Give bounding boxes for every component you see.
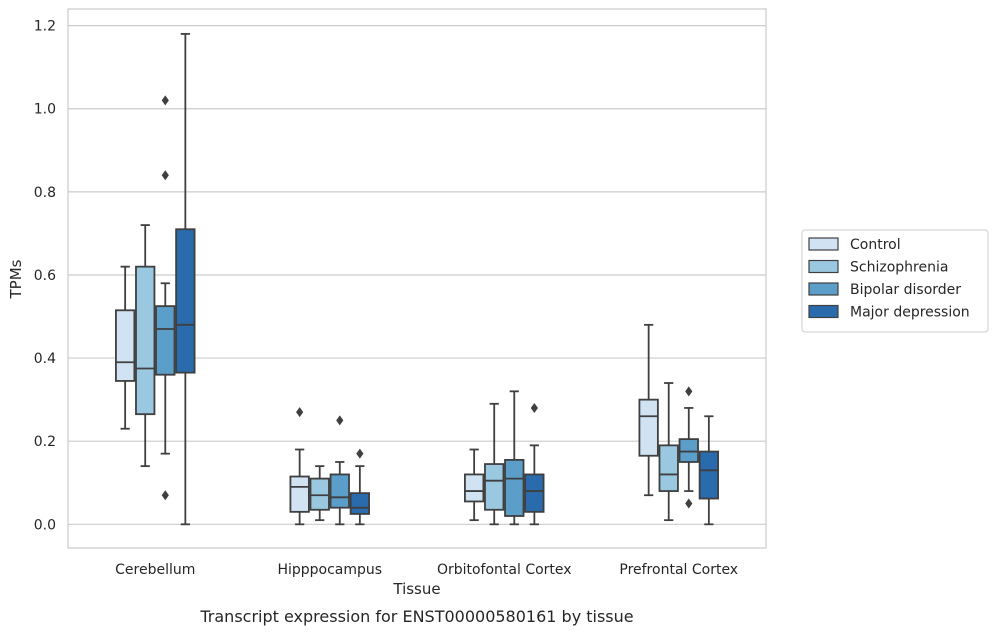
x-axis-label: Tissue: [392, 580, 440, 598]
box-schizophrenia: [309, 465, 330, 522]
box-schizophrenia: [135, 224, 156, 468]
box-bipolar-disorder: [329, 415, 350, 526]
box-bipolar-disorder: [678, 386, 699, 509]
y-tick-label: 1.2: [34, 19, 56, 35]
box-iqr: [678, 438, 699, 463]
outlier-point: [161, 170, 169, 181]
outlier-point: [161, 490, 169, 501]
y-tick-label: 0.2: [34, 434, 56, 450]
legend: Control Schizophrenia Bipolar disorder Majo…: [801, 229, 989, 333]
box-iqr: [698, 450, 719, 500]
box-iqr: [638, 398, 659, 457]
box-iqr: [658, 444, 679, 492]
legend-swatch: [808, 259, 839, 274]
box-major-depression: [349, 448, 370, 526]
outlier-point: [685, 498, 693, 509]
outlier-point: [336, 415, 344, 426]
outlier-point: [356, 448, 364, 459]
y-tick-label: 0.8: [34, 185, 56, 201]
x-tick-label: Cerebellum: [115, 562, 195, 578]
legend-label: Major depression: [850, 305, 970, 321]
legend-frame: [801, 229, 989, 333]
outlier-point: [296, 407, 304, 418]
box-control: [115, 265, 136, 430]
box-control: [464, 448, 485, 522]
y-tick-label: 0.6: [34, 268, 56, 284]
legend-swatch: [808, 237, 839, 251]
box-iqr: [329, 473, 350, 509]
box-major-depression: [524, 402, 545, 526]
box-major-depression: [698, 415, 719, 526]
y-axis-ticks: 0.0 0.2 0.4 0.6 0.8 1.0 1.2: [34, 19, 56, 534]
box-groups: [115, 33, 719, 526]
y-tick-label: 0.4: [34, 351, 56, 367]
box-bipolar-disorder: [504, 390, 525, 526]
x-tick-label: Prefrontal Cortex: [619, 562, 738, 578]
y-tick-label: 1.0: [34, 102, 56, 118]
y-axis-label: TPMs: [7, 259, 25, 299]
box-control: [638, 323, 659, 497]
x-tick-label: Orbitofontal Cortex: [437, 562, 572, 578]
outlier-point: [530, 402, 538, 413]
box-iqr: [135, 265, 156, 416]
box-iqr: [524, 473, 545, 513]
x-axis-ticks: Cerebellum Hipppocampus Orbitofontal Corte…: [115, 562, 738, 578]
box-iqr: [289, 475, 310, 513]
box-major-depression: [175, 33, 196, 526]
legend-label: Control: [850, 237, 901, 253]
outlier-point: [685, 386, 693, 397]
box-iqr: [309, 477, 330, 511]
box-iqr: [115, 309, 136, 382]
legend-label: Schizophrenia: [850, 260, 948, 276]
legend-swatch: [808, 304, 839, 319]
box-iqr: [155, 305, 176, 376]
legend-label: Bipolar disorder: [850, 282, 961, 298]
box-iqr: [484, 463, 505, 511]
legend-swatch: [808, 282, 839, 296]
box-schizophrenia: [658, 382, 679, 522]
box-schizophrenia: [484, 402, 505, 526]
chart-caption: Transcript expression for ENST0000058016…: [199, 607, 633, 626]
box-iqr: [464, 473, 485, 503]
plot-frame: [67, 8, 767, 549]
y-tick-label: 0.0: [34, 517, 56, 533]
box-iqr: [349, 492, 370, 515]
outlier-point: [161, 95, 169, 106]
box-control: [289, 407, 310, 526]
box-bipolar-disorder: [155, 95, 176, 501]
box-iqr: [175, 228, 196, 374]
box-iqr: [504, 458, 525, 517]
x-tick-label: Hipppocampus: [277, 562, 382, 578]
